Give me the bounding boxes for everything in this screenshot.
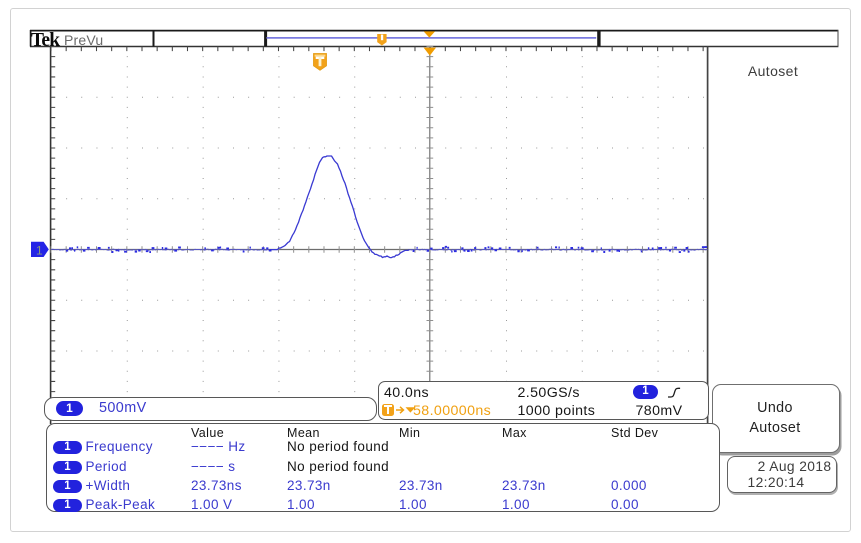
svg-text:1: 1 — [36, 244, 43, 258]
